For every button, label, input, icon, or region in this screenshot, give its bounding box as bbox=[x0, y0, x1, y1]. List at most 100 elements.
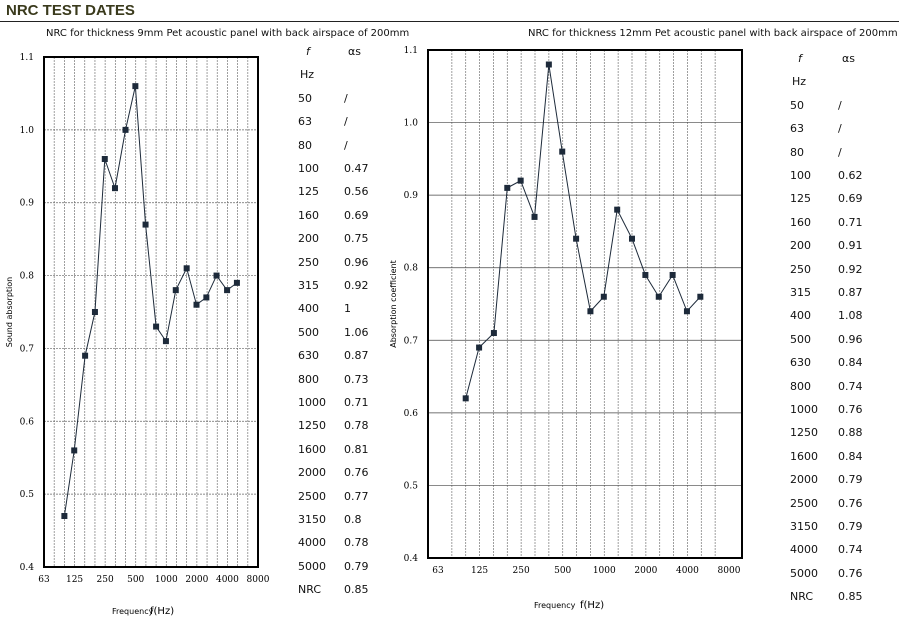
table-cell-absorption: 0.8 bbox=[344, 513, 362, 526]
table-cell-frequency: 63 bbox=[298, 115, 312, 129]
table-cell-frequency: 1600 bbox=[790, 449, 818, 463]
table-cell-absorption: 0.88 bbox=[838, 426, 863, 440]
table-cell-absorption: 0.77 bbox=[344, 489, 369, 503]
table-header-absorption: αs bbox=[348, 45, 361, 58]
data-point bbox=[573, 235, 580, 242]
x-tick-label: 63 bbox=[38, 575, 50, 585]
data-point bbox=[642, 271, 649, 278]
table-cell-absorption: 0.84 bbox=[838, 356, 863, 370]
table-cell-absorption: 1.06 bbox=[344, 325, 369, 339]
table-cell-absorption: 0.85 bbox=[344, 583, 369, 597]
x-tick-label: 4000 bbox=[216, 575, 239, 585]
table-cell-frequency: 250 bbox=[790, 262, 811, 276]
table-cell-absorption: 0.92 bbox=[838, 262, 863, 276]
data-point bbox=[91, 309, 98, 315]
data-point bbox=[628, 235, 635, 242]
data-point bbox=[545, 61, 552, 68]
x-axis-unit: f(Hz) bbox=[150, 606, 174, 617]
data-point bbox=[669, 271, 676, 278]
table-cell-frequency: 1000 bbox=[790, 403, 818, 416]
x-axis-label: Frequency bbox=[112, 607, 154, 616]
table-cell-absorption: / bbox=[838, 98, 842, 112]
data-point bbox=[504, 184, 511, 191]
table-cell-absorption: / bbox=[838, 122, 842, 136]
y-tick-label: 0.5 bbox=[404, 481, 419, 491]
y-tick-label: 1.0 bbox=[20, 126, 35, 136]
table-cell-frequency: 200 bbox=[298, 232, 319, 246]
table-cell-absorption: 0.76 bbox=[838, 566, 863, 580]
x-tick-label: 4000 bbox=[676, 566, 699, 576]
table-cell-frequency: 200 bbox=[790, 239, 811, 253]
plot-frame bbox=[43, 56, 259, 568]
data-point bbox=[193, 301, 200, 308]
data-point bbox=[476, 344, 483, 351]
table-unit: Hz bbox=[300, 68, 315, 82]
y-tick-label: 0.5 bbox=[20, 490, 35, 500]
data-point bbox=[587, 308, 594, 315]
y-tick-label: 0.9 bbox=[20, 199, 35, 209]
y-tick-label: 0.6 bbox=[20, 417, 35, 427]
data-point bbox=[203, 294, 210, 301]
data-point bbox=[517, 177, 524, 184]
data-point bbox=[462, 395, 469, 402]
y-axis-label: Absorption coefficient bbox=[389, 260, 398, 348]
table-cell-frequency: 630 bbox=[790, 356, 811, 370]
table-cell-frequency: 160 bbox=[790, 215, 811, 229]
y-tick-label: 1.1 bbox=[20, 53, 34, 63]
y-tick-label: 0.9 bbox=[404, 191, 419, 201]
data-point bbox=[71, 447, 78, 454]
table-cell-frequency: 250 bbox=[298, 255, 319, 269]
x-tick-label: 125 bbox=[471, 566, 488, 576]
data-line bbox=[63, 86, 238, 517]
table-cell-absorption: 0.85 bbox=[838, 590, 863, 604]
table-cell-frequency: 5000 bbox=[298, 559, 326, 573]
table-cell-absorption: 0.62 bbox=[838, 169, 863, 182]
data-point bbox=[183, 265, 190, 272]
data-line bbox=[465, 64, 701, 399]
data-point bbox=[655, 293, 662, 300]
y-tick-label: 0.8 bbox=[404, 264, 419, 274]
table-cell-frequency: 50 bbox=[790, 98, 804, 112]
y-axis-label: Sound absorption bbox=[5, 277, 14, 347]
table-cell-absorption: 0.87 bbox=[838, 286, 863, 299]
x-axis-unit: f(Hz) bbox=[580, 600, 604, 611]
data-point bbox=[213, 272, 220, 279]
data-point bbox=[61, 513, 68, 519]
table-cell-absorption: 0.79 bbox=[838, 473, 863, 487]
data-point bbox=[531, 213, 538, 220]
table-cell-absorption: / bbox=[344, 138, 348, 152]
y-tick-label: 0.6 bbox=[404, 409, 419, 419]
table-cell-frequency: 2000 bbox=[790, 473, 818, 487]
table-cell-absorption: 0.87 bbox=[344, 349, 369, 363]
table-cell-frequency: 1600 bbox=[298, 442, 326, 456]
plot-frame bbox=[427, 49, 743, 559]
table-cell-frequency: 400 bbox=[298, 302, 319, 316]
x-tick-label: 1000 bbox=[593, 566, 616, 576]
table-cell-frequency: 4000 bbox=[298, 536, 326, 550]
data-point bbox=[111, 185, 118, 192]
table-cell-frequency: 3150 bbox=[298, 513, 326, 526]
table-cell-absorption: 0.96 bbox=[344, 255, 369, 269]
data-point bbox=[559, 148, 566, 155]
table-cell-absorption: 0.81 bbox=[344, 442, 369, 456]
x-tick-label: 250 bbox=[97, 575, 114, 585]
table-cell-frequency: 315 bbox=[298, 279, 319, 292]
table-cell-frequency: 125 bbox=[790, 192, 811, 206]
y-tick-label: 0.7 bbox=[404, 336, 419, 346]
table-cell-frequency: 80 bbox=[790, 145, 804, 159]
table-cell-absorption: 0.56 bbox=[344, 185, 369, 199]
x-tick-label: 500 bbox=[127, 575, 144, 585]
table-cell-absorption: / bbox=[838, 145, 842, 159]
x-tick-label: 2000 bbox=[634, 566, 657, 576]
table-cell-absorption: / bbox=[344, 115, 348, 129]
table-cell-absorption: 1 bbox=[344, 302, 351, 316]
table-cell-frequency: 400 bbox=[790, 309, 811, 323]
chart-2-title: NRC for thickness 12mm Pet acoustic pane… bbox=[528, 28, 898, 39]
table-cell-frequency: 5000 bbox=[790, 566, 818, 580]
table-cell-frequency: 315 bbox=[790, 286, 811, 299]
table-cell-absorption: 0.73 bbox=[344, 372, 369, 386]
table-cell-frequency: 800 bbox=[298, 372, 319, 386]
table-cell-absorption: 0.74 bbox=[838, 379, 863, 393]
x-tick-label: 125 bbox=[66, 575, 83, 585]
